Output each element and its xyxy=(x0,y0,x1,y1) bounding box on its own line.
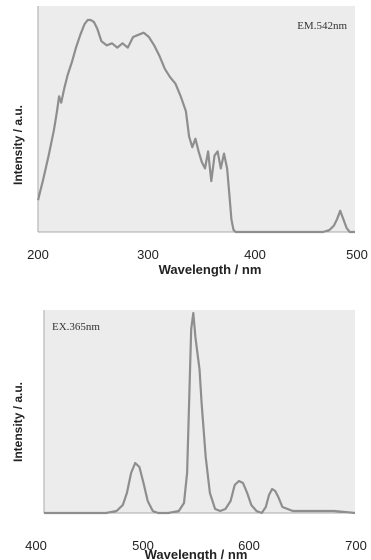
excitation-chart: EM.542nm 200 300 400 500 Wavelength / nm In… xyxy=(11,6,368,277)
x-tick-labels: 200 300 400 500 xyxy=(27,247,368,262)
x-tick-label: 700 xyxy=(345,538,367,553)
y-axis-label: Intensity / a.u. xyxy=(11,382,25,462)
x-tick-label: 300 xyxy=(137,247,159,262)
x-tick-label: 600 xyxy=(238,538,260,553)
x-tick-label: 500 xyxy=(132,538,154,553)
x-axis-label: Wavelength / nm xyxy=(159,262,262,277)
emission-chart: EX.365nm 400 500 600 700 Wavelength / nm In… xyxy=(11,310,367,560)
x-tick-label: 400 xyxy=(25,538,47,553)
y-axis-label: Intensity / a.u. xyxy=(11,105,25,185)
plot-area xyxy=(38,6,355,232)
spectrum-line xyxy=(36,18,355,234)
x-tick-labels: 400 500 600 700 xyxy=(25,538,367,553)
spectrum-line xyxy=(44,311,356,515)
x-tick-label: 400 xyxy=(244,247,266,262)
x-tick-label: 200 xyxy=(27,247,49,262)
x-tick-label: 500 xyxy=(346,247,368,262)
x-axis-label: Wavelength / nm xyxy=(145,547,248,560)
spectrum-series xyxy=(36,18,355,234)
plot-area xyxy=(44,310,355,513)
spectrum-series xyxy=(44,311,356,515)
annotation-label: EM.542nm xyxy=(297,20,347,32)
annotation-label: EX.365nm xyxy=(52,321,100,333)
